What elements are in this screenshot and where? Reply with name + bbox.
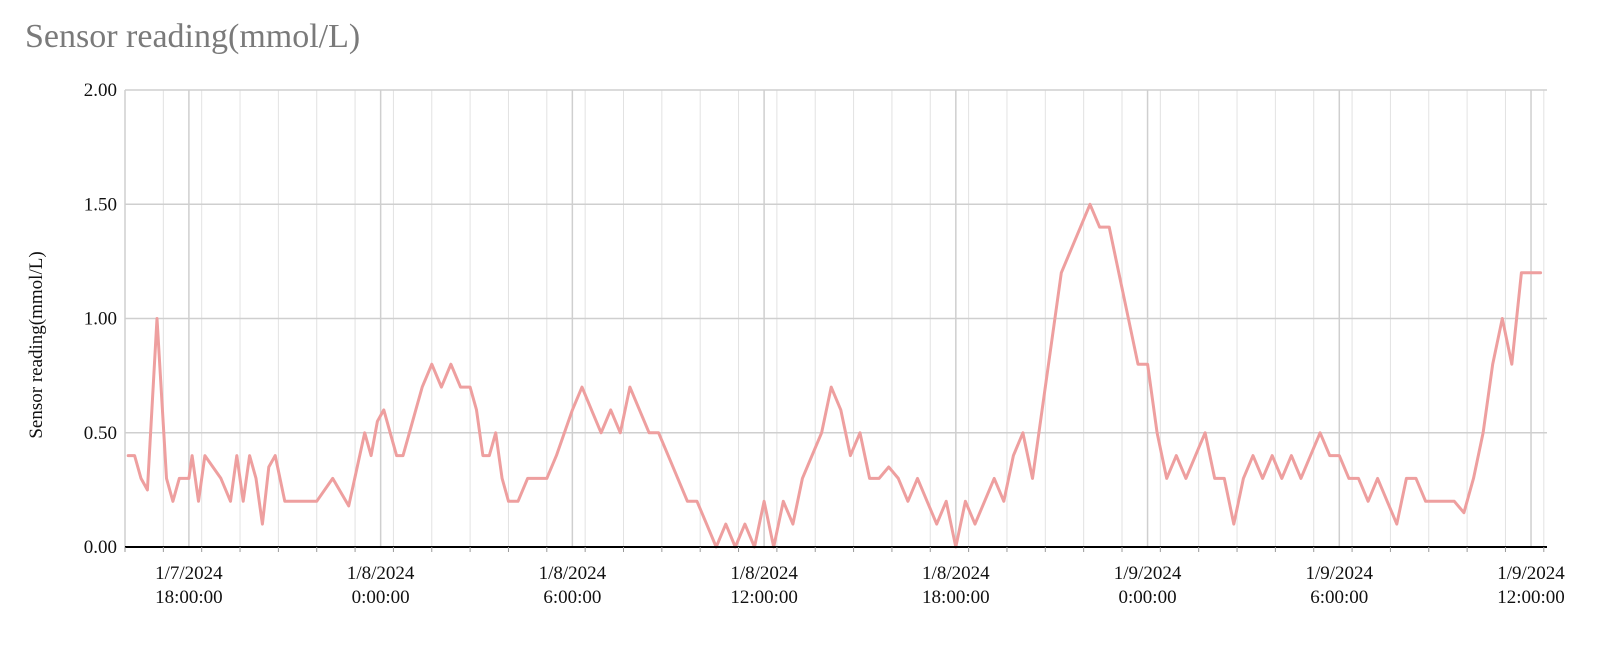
series-line bbox=[126, 202, 1543, 549]
y-tick-label: 0.50 bbox=[84, 423, 117, 444]
x-axis-minor-ticks bbox=[124, 547, 1545, 552]
x-tick-label-date: 1/9/2024 bbox=[1306, 563, 1374, 584]
x-tick-label-date: 1/7/2024 bbox=[155, 563, 223, 584]
x-tick-label-time: 18:00:00 bbox=[155, 587, 223, 608]
x-tick-label-time: 18:00:00 bbox=[922, 587, 990, 608]
x-tick-label-time: 0:00:00 bbox=[1119, 587, 1177, 608]
x-tick-label-date: 1/9/2024 bbox=[1114, 563, 1182, 584]
x-tick-label-date: 1/8/2024 bbox=[922, 563, 990, 584]
y-axis-title: Sensor reading(mmol/L) bbox=[26, 251, 47, 438]
y-tick-label: 0.00 bbox=[84, 537, 117, 558]
x-tick-label-time: 6:00:00 bbox=[543, 587, 601, 608]
x-tick-label-date: 1/8/2024 bbox=[730, 563, 798, 584]
x-tick-label-time: 12:00:00 bbox=[1497, 587, 1565, 608]
chart-title: Sensor reading(mmol/L) bbox=[25, 18, 361, 55]
y-tick-label: 2.00 bbox=[84, 80, 117, 101]
x-tick-label-time: 12:00:00 bbox=[730, 587, 798, 608]
x-tick-label-date: 1/9/2024 bbox=[1497, 563, 1565, 584]
x-tick-label-date: 1/8/2024 bbox=[539, 563, 607, 584]
x-tick-label-time: 0:00:00 bbox=[352, 587, 410, 608]
x-axis-ticks: 1/7/2024 18:00:00 1/8/2024 0:00:00 1/8/2024 6… bbox=[155, 563, 1565, 608]
y-tick-label: 1.00 bbox=[84, 309, 117, 330]
y-axis-ticks: 0.00 0.50 1.00 1.50 2.00 bbox=[84, 80, 117, 558]
x-tick-label-date: 1/8/2024 bbox=[347, 563, 415, 584]
y-tick-label: 1.50 bbox=[84, 194, 117, 215]
x-tick-label-time: 6:00:00 bbox=[1310, 587, 1368, 608]
